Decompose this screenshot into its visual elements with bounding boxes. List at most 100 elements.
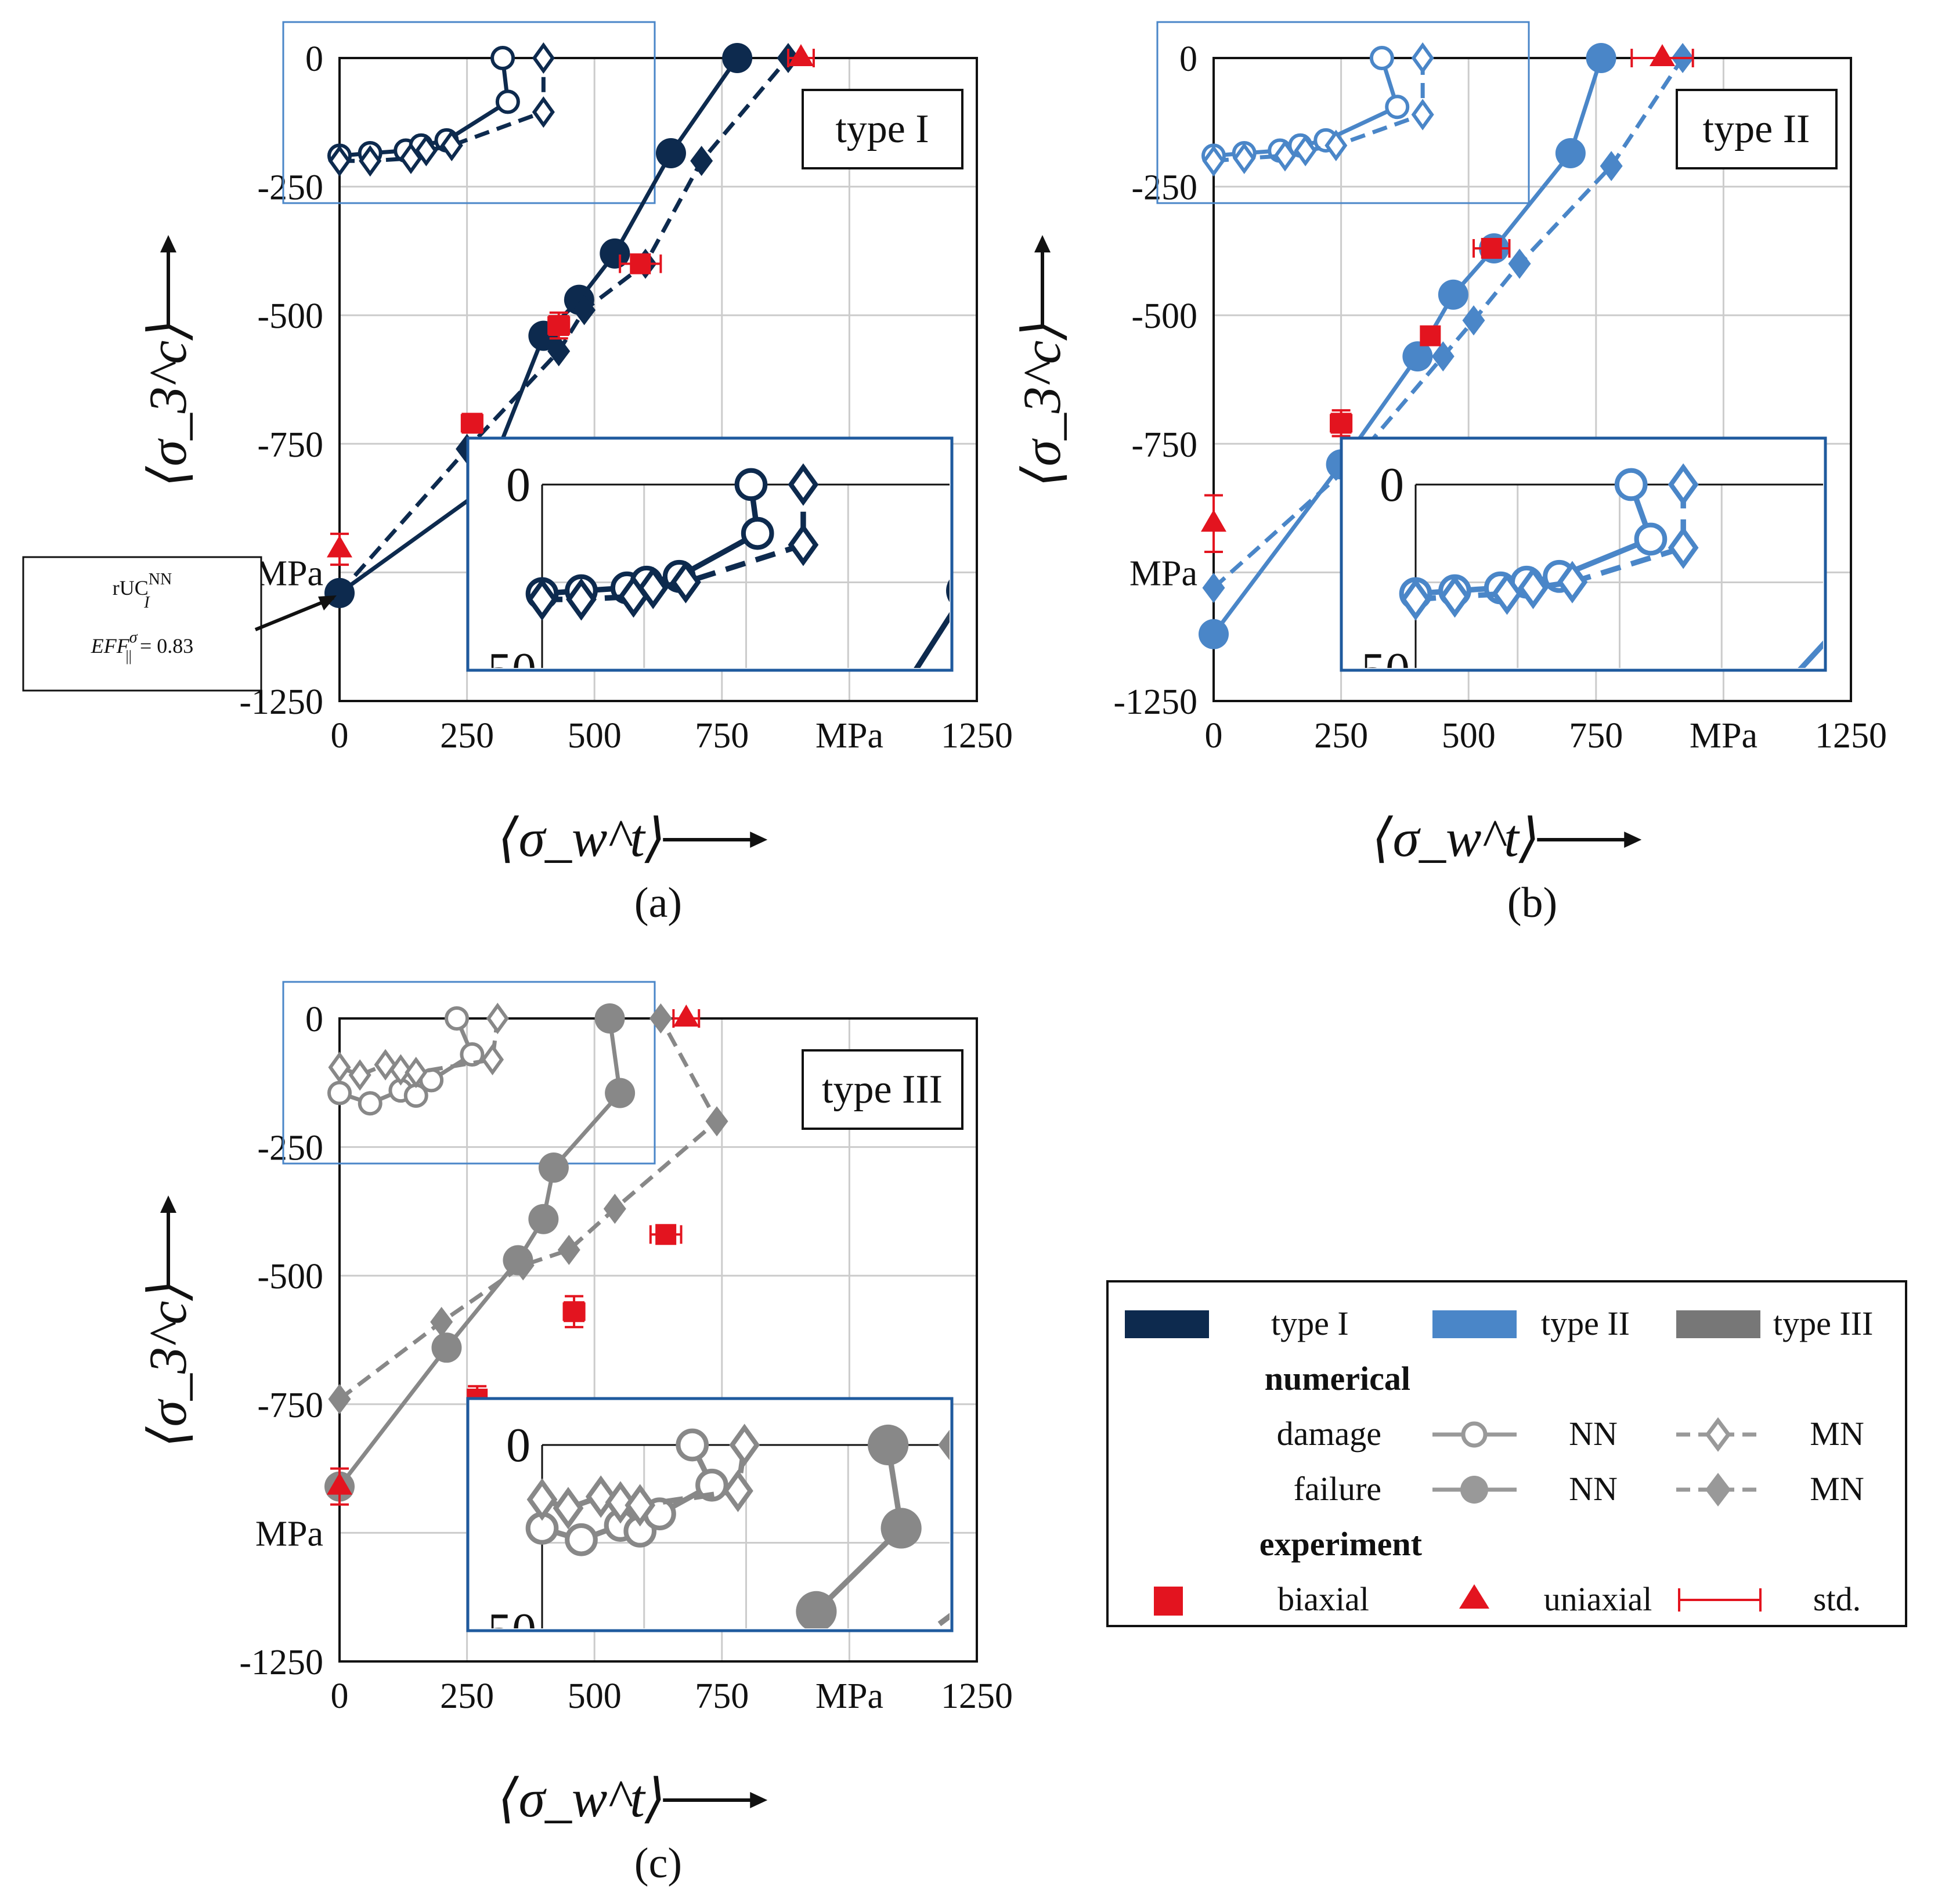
data-point-diamond-filled [547,336,571,367]
legend-marker-biaxial [1154,1587,1183,1616]
x-tick-label: 500 [568,716,622,756]
data-point-diamond-filled [430,1306,453,1337]
x-tick-label: 250 [440,1677,494,1716]
data-point-diamond-filled [527,1061,558,1102]
data-point-diamond-filled [879,1637,910,1678]
data-point-circle-filled [1555,138,1586,168]
data-point-diamond-open [566,578,597,621]
data-point-circle-filled [1438,279,1468,310]
data-point-circle-open [495,89,520,114]
inset-content: 0 50 [1361,458,1823,1148]
y-tick-label: -1250 [1113,682,1197,722]
type-label-frame [802,89,963,169]
legend-marker-damage-mn [1705,1417,1731,1452]
legend-label-type-i: type I [1271,1305,1349,1342]
data-point-diamond-filled [649,1003,672,1034]
data-point-diamond-open [1668,463,1699,506]
data-point-diamond-open [729,1424,760,1466]
data-point-diamond-open [1668,526,1699,569]
legend-numerical-header: numerical [1265,1360,1410,1397]
data-point-circle-filled [538,1152,569,1183]
callout-line2: EFFσ || = 0.83 [91,628,194,664]
inset-tick-50: 50 [1361,643,1410,697]
x-axis-arrow-head [750,1792,768,1808]
data-point-circle-filled [1656,797,1697,838]
legend-failure-mn-label: MN [1810,1470,1864,1508]
data-point-circle-filled [868,1424,909,1466]
data-point-diamond-open [328,145,351,177]
data-point-diamond-open [359,145,382,177]
y-axis-arrow-head [1034,235,1051,252]
data-point-circle-filled [1395,1107,1436,1148]
y-tick-label: -500 [1131,297,1197,336]
inset-tick-50: 50 [488,1603,536,1657]
data-point-diamond-filled [938,1429,950,1461]
series-group [324,1002,728,1502]
type-label: type I [835,107,929,151]
panel-c: 0 250 500 750 MPa 12500-250-500-750MPa-1250ty… [138,981,1013,1890]
y-tick-label: MPa [255,554,323,593]
experiment-group [1201,44,1694,553]
data-point-circle-filled [750,1695,791,1735]
data-point-diamond-open [1557,561,1588,604]
data-point-diamond-open [1273,140,1297,172]
y-tick-label: -750 [257,425,323,465]
data-point-diamond-filled [603,1193,626,1224]
data-point-circle-filled [946,579,950,602]
x-tick-label: MPa [815,1677,883,1716]
legend-failure-label: failure [1294,1470,1381,1508]
inset: 0 50 [466,1397,954,1890]
experiment-uniaxial [1201,510,1226,532]
inset: 0 50 [1340,436,1827,1148]
data-point-diamond-open [328,1052,351,1083]
x-tick-label: 0 [331,716,349,756]
data-point-diamond-filled [328,1383,351,1414]
y-tick-label: 0 [305,1000,323,1039]
data-point-diamond-open [1411,42,1434,74]
data-point-circle-open [676,1428,709,1462]
data-point-diamond-open [670,561,701,604]
data-point-circle-open [445,1006,470,1031]
data-point-diamond-open [1294,135,1317,167]
data-point-circle-filled [431,1332,462,1363]
inset-content: 0 50 [488,458,950,1102]
y-axis-title: ⟨σ_3^c⟩ [1012,320,1071,487]
data-point-diamond-open [405,1056,428,1089]
data-point-diamond-filled [527,1849,558,1890]
legend-marker-damage-nn [1461,1421,1488,1448]
data-point-diamond-filled [1431,341,1455,372]
y-tick-label: -500 [257,1257,323,1296]
data-point-diamond-filled [807,792,838,832]
legend-std-label: std. [1813,1580,1861,1618]
y-axis-title: ⟨σ_3^c⟩ [138,320,197,487]
y-tick-label: -750 [1131,425,1197,465]
x-tick-label: 1250 [941,716,1013,756]
x-axis-title: ⟨σ_w^t⟩ [1372,808,1540,868]
legend-damage-mn-label: MN [1810,1415,1864,1453]
experiment-uniaxial [327,1472,352,1495]
data-point-circle-filled [594,1003,625,1034]
type-label: type III [822,1067,943,1112]
data-point-circle-filled [522,1061,562,1102]
experiment-uniaxial [673,1005,699,1027]
data-point-circle-open [565,1523,598,1556]
inset-tick-0: 0 [506,458,530,512]
data-point-diamond-open [723,1469,753,1512]
data-point-diamond-open [1400,578,1431,621]
data-point-diamond-filled [1576,917,1607,958]
data-point-diamond-open [788,463,819,506]
x-tick-label: 750 [695,1677,749,1716]
data-point-diamond-open [526,1478,558,1521]
experiment-biaxial [1481,237,1502,259]
inset-frame [1340,436,1827,672]
inset-tick-0: 0 [506,1418,530,1472]
data-point-diamond-filled [511,1250,535,1281]
x-axis-label: ⟨σ_w^t⟩ [1372,808,1642,868]
y-tick-label: 0 [305,39,323,79]
data-point-diamond-filled [690,901,721,941]
data-point-diamond-open [414,135,438,167]
data-point-diamond-open [1492,572,1522,615]
data-point-diamond-filled [1600,151,1623,182]
x-axis-title: ⟨σ_w^t⟩ [498,808,666,868]
